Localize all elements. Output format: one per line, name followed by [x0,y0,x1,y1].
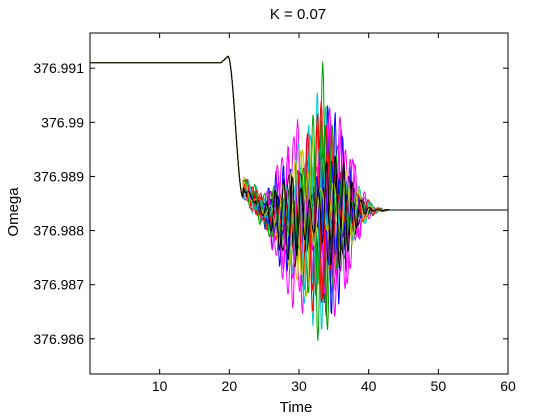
y-tick-label: 376.986 [33,331,84,347]
y-axis-title: Omega [5,187,22,237]
x-tick-label: 40 [361,378,377,394]
chart-title: K = 0.07 [270,6,326,23]
y-tick-label: 376.987 [33,277,84,293]
x-tick-label: 30 [291,378,307,394]
y-tick-label: 376.988 [33,223,84,239]
y-tick-label: 376.99 [41,114,84,130]
y-tick-label: 376.991 [33,60,84,76]
x-tick-label: 50 [431,378,447,394]
y-tick-label: 376.989 [33,168,84,184]
x-tick-label: 20 [222,378,238,394]
x-tick-label: 10 [152,378,168,394]
x-axis-title: Time [280,399,313,416]
x-tick-label: 60 [500,378,516,394]
